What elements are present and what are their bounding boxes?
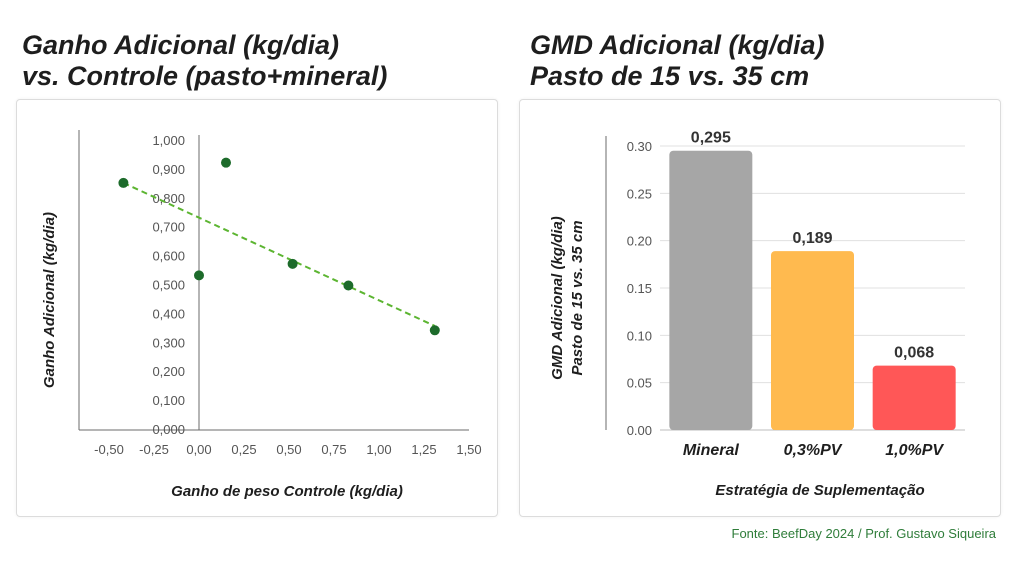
y-tick-label: 0,300 <box>152 335 185 350</box>
y-tick-label: 0.10 <box>627 328 652 343</box>
y-tick-label: 0,500 <box>152 278 185 293</box>
y-axis-title: Ganho Adicional (kg/dia) <box>41 212 58 388</box>
x-tick-label: 1,00 <box>366 442 391 457</box>
scatter-chart-panel: 0,000 0,100 0,200 0,300 0,400 0,500 0,600 0,700… <box>16 99 498 517</box>
x-tick-label: 1,50 <box>456 442 481 457</box>
x-tick-label: 0,50 <box>276 442 301 457</box>
y-axis-title-line1: GMD Adicional (kg/dia) <box>549 216 566 380</box>
y-tick-label: 0.05 <box>627 376 652 391</box>
bar-value-label: 0,189 <box>792 230 832 247</box>
y-tick-label: 0,600 <box>152 249 185 264</box>
bar <box>872 365 956 430</box>
y-tick-label: 0.30 <box>627 139 652 154</box>
right-chart-title: GMD Adicional (kg/dia) Pasto de 15 vs. 3… <box>530 30 825 92</box>
y-tick-label: 0,400 <box>152 306 185 321</box>
x-tick-label: 1,25 <box>411 442 436 457</box>
y-tick-label: 0,800 <box>152 191 185 206</box>
y-tick-label: 0,200 <box>152 364 185 379</box>
x-axis-title: Estratégia de Suplementação <box>715 482 924 499</box>
y-tick-label: 0,900 <box>152 162 185 177</box>
y-tick-label: 0,100 <box>152 393 185 408</box>
bar <box>669 150 753 430</box>
y-tick-label: 1,000 <box>152 133 185 148</box>
scatter-point <box>287 258 298 269</box>
bar-chart-panel: 0.00 0.05 0.10 0.15 0.20 0.25 0.30 0,295 Mineral… <box>519 99 1001 517</box>
y-tick-label: 0,000 <box>152 422 185 437</box>
x-tick-label: 0,00 <box>186 442 211 457</box>
scatter-point <box>118 177 129 188</box>
y-tick-label: 0.25 <box>627 186 652 201</box>
right-title-line2: Pasto de 15 vs. 35 cm <box>530 61 810 91</box>
left-title-line1: Ganho Adicional (kg/dia) <box>22 30 340 60</box>
y-tick-label: 0,700 <box>152 220 185 235</box>
scatter-point <box>194 270 204 281</box>
trendline <box>122 181 436 327</box>
left-title-line2: vs. Controle (pasto+mineral) <box>22 61 388 91</box>
scatter-point <box>221 157 231 168</box>
x-tick-label: 0,25 <box>231 442 256 457</box>
x-tick-label: -0,50 <box>94 442 124 457</box>
source-caption: Fonte: BeefDay 2024 / Prof. Gustavo Siqu… <box>731 526 996 541</box>
x-tick-label: 0,75 <box>321 442 346 457</box>
x-axis-title: Ganho de peso Controle (kg/dia) <box>171 483 403 500</box>
scatter-point <box>343 280 354 291</box>
y-axis-title-line2: Pasto de 15 vs. 35 cm <box>569 220 586 375</box>
category-label: 0,3%PV <box>784 442 843 459</box>
category-label: 1,0%PV <box>885 442 944 459</box>
scatter-chart: 0,000 0,100 0,200 0,300 0,400 0,500 0,600 0,700… <box>41 130 482 500</box>
scatter-point <box>429 325 440 336</box>
bar-chart: 0.00 0.05 0.10 0.15 0.20 0.25 0.30 0,295 Mineral… <box>549 130 965 499</box>
x-tick-label: -0,25 <box>139 442 169 457</box>
y-tick-label: 0.20 <box>627 234 652 249</box>
y-tick-label: 0.00 <box>627 423 652 438</box>
right-title-line1: GMD Adicional (kg/dia) <box>530 30 825 60</box>
bar-value-label: 0,068 <box>894 345 934 362</box>
y-tick-label: 0.15 <box>627 281 652 296</box>
category-label: Mineral <box>683 442 740 459</box>
left-chart-title: Ganho Adicional (kg/dia) vs. Controle (p… <box>22 30 387 92</box>
bar-value-label: 0,295 <box>691 130 731 147</box>
bar <box>771 251 854 430</box>
